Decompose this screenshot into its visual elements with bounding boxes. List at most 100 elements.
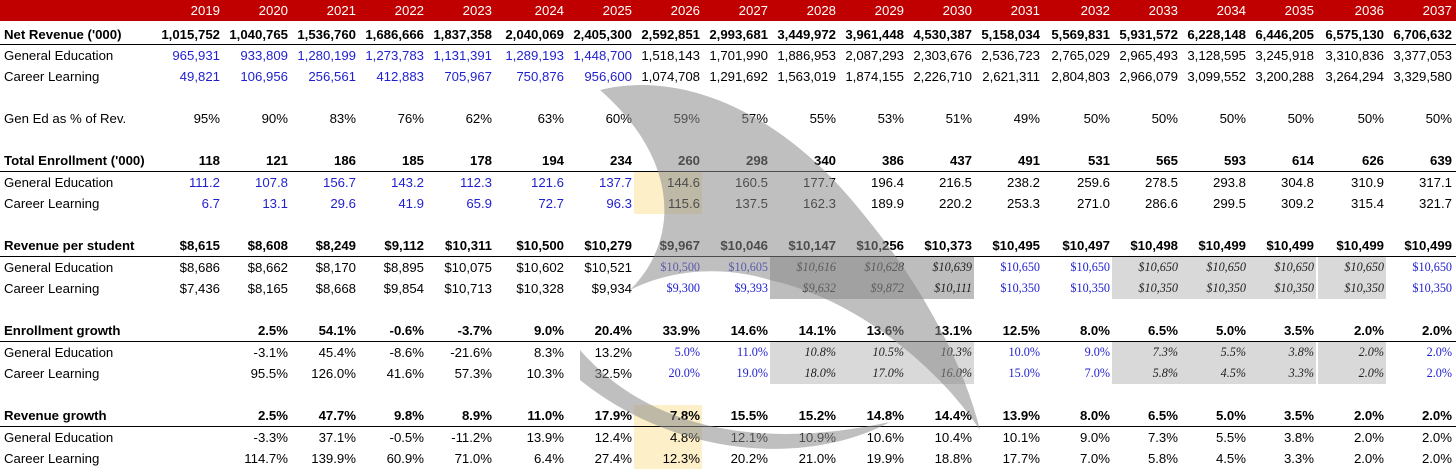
- table-cell[interactable]: 15.0%: [1008, 366, 1040, 380]
- table-cell[interactable]: [154, 448, 222, 469]
- table-cell[interactable]: 7.8%: [634, 405, 702, 426]
- table-cell[interactable]: 1,536,760: [297, 27, 356, 42]
- table-cell[interactable]: 2,226,710: [913, 69, 972, 84]
- table-cell[interactable]: 29.6: [330, 196, 356, 211]
- table-cell[interactable]: $8,170: [315, 260, 356, 275]
- table-cell[interactable]: 271.0: [1076, 196, 1110, 211]
- table-cell[interactable]: 238.2: [1006, 175, 1040, 190]
- table-cell[interactable]: $10,350: [1112, 278, 1180, 299]
- table-cell[interactable]: 59%: [673, 111, 700, 126]
- table-cell[interactable]: $10,499: [1266, 238, 1314, 253]
- table-cell[interactable]: 11.0%: [527, 408, 564, 423]
- table-cell[interactable]: -11.2%: [451, 430, 492, 445]
- table-cell[interactable]: 5,158,034: [981, 27, 1040, 42]
- table-cell[interactable]: 156.7: [322, 175, 356, 190]
- table-cell[interactable]: $10,046: [720, 238, 768, 253]
- table-cell[interactable]: 63%: [537, 111, 564, 126]
- table-cell[interactable]: 41.9: [398, 196, 424, 211]
- table-cell[interactable]: [154, 320, 222, 341]
- table-cell[interactable]: 1,040,765: [229, 27, 288, 42]
- table-cell[interactable]: 309.2: [1280, 196, 1314, 211]
- table-cell[interactable]: 10.9%: [798, 430, 836, 445]
- table-cell[interactable]: 2.0%: [1353, 430, 1384, 445]
- table-cell[interactable]: 49,821: [179, 69, 220, 84]
- table-cell[interactable]: 216.5: [938, 175, 972, 190]
- table-cell[interactable]: 51%: [945, 111, 972, 126]
- table-cell[interactable]: 965,931: [172, 48, 220, 63]
- table-cell[interactable]: 13.2%: [594, 345, 632, 360]
- table-cell[interactable]: 10.4%: [934, 430, 972, 445]
- table-cell[interactable]: 178: [469, 153, 492, 168]
- table-cell[interactable]: [154, 405, 222, 426]
- table-cell[interactable]: 2.0%: [1421, 430, 1452, 445]
- table-cell[interactable]: 7.0%: [1079, 451, 1110, 466]
- table-cell[interactable]: $10,650: [1318, 257, 1386, 278]
- table-cell[interactable]: 253.3: [1006, 196, 1040, 211]
- table-cell[interactable]: 437: [949, 153, 972, 168]
- table-cell[interactable]: -0.5%: [389, 430, 424, 445]
- table-cell[interactable]: 41.6%: [386, 366, 424, 381]
- table-cell[interactable]: 2,303,676: [913, 48, 972, 63]
- table-cell[interactable]: $8,895: [383, 260, 424, 275]
- table-cell[interactable]: 565: [1155, 153, 1178, 168]
- table-cell[interactable]: 2,765,029: [1051, 48, 1110, 63]
- table-cell[interactable]: 6.7: [201, 196, 220, 211]
- table-cell[interactable]: $8,608: [247, 238, 288, 253]
- table-cell[interactable]: 1,015,752: [161, 27, 220, 42]
- table-cell[interactable]: 5.0%: [674, 345, 700, 359]
- table-cell[interactable]: 13.1: [262, 196, 288, 211]
- table-cell[interactable]: 95%: [193, 111, 220, 126]
- table-cell[interactable]: 11.0%: [736, 345, 768, 359]
- table-cell[interactable]: 177.7: [802, 175, 836, 190]
- table-cell[interactable]: 114.7%: [244, 451, 288, 466]
- table-cell[interactable]: $10,350: [1000, 281, 1040, 295]
- table-cell[interactable]: 531: [1087, 153, 1110, 168]
- table-cell[interactable]: 2,966,079: [1119, 69, 1178, 84]
- table-cell[interactable]: $9,934: [591, 281, 632, 296]
- table-cell[interactable]: 6,575,130: [1325, 27, 1384, 42]
- table-cell[interactable]: 76%: [397, 111, 424, 126]
- table-cell[interactable]: 186: [333, 153, 356, 168]
- table-cell[interactable]: [154, 427, 222, 448]
- table-cell[interactable]: 5.5%: [1180, 342, 1248, 363]
- table-cell[interactable]: 10.0%: [1008, 345, 1040, 359]
- table-cell[interactable]: $9,872: [838, 278, 906, 299]
- table-cell[interactable]: 8.0%: [1079, 408, 1110, 423]
- table-cell[interactable]: $10,650: [1070, 260, 1110, 274]
- table-cell[interactable]: 50%: [1151, 111, 1178, 126]
- table-cell[interactable]: -8.6%: [389, 345, 424, 360]
- table-cell[interactable]: 256,561: [308, 69, 356, 84]
- table-cell[interactable]: 3,128,595: [1187, 48, 1246, 63]
- table-cell[interactable]: 126.0%: [311, 366, 356, 381]
- table-cell[interactable]: 1,273,783: [365, 48, 424, 63]
- table-cell[interactable]: $8,615: [179, 238, 220, 253]
- table-cell[interactable]: 2,804,803: [1051, 69, 1110, 84]
- table-cell[interactable]: 71.0%: [454, 451, 492, 466]
- table-cell[interactable]: 1,448,700: [573, 48, 632, 63]
- table-cell[interactable]: 3.8%: [1283, 430, 1314, 445]
- table-cell[interactable]: $10,350: [1248, 278, 1316, 299]
- table-cell[interactable]: $10,521: [584, 260, 632, 275]
- table-cell[interactable]: 1,518,143: [641, 48, 700, 63]
- table-cell[interactable]: $10,147: [788, 238, 836, 253]
- table-cell[interactable]: 2,087,293: [845, 48, 904, 63]
- table-cell[interactable]: 107.8: [254, 175, 288, 190]
- table-cell[interactable]: 2,993,681: [709, 27, 768, 42]
- table-cell[interactable]: $10,328: [516, 281, 564, 296]
- table-cell[interactable]: 1,701,990: [709, 48, 768, 63]
- table-cell[interactable]: $10,602: [516, 260, 564, 275]
- table-cell[interactable]: 65.9: [466, 196, 492, 211]
- table-cell[interactable]: 7.3%: [1147, 430, 1178, 445]
- table-cell[interactable]: 12.1%: [730, 430, 768, 445]
- table-cell[interactable]: 32.5%: [594, 366, 632, 381]
- table-cell[interactable]: 144.6: [634, 172, 702, 193]
- table-cell[interactable]: 33.9%: [662, 323, 700, 338]
- table-cell[interactable]: 3.3%: [1248, 363, 1316, 384]
- table-cell[interactable]: 259.6: [1076, 175, 1110, 190]
- table-cell[interactable]: 5,931,572: [1119, 27, 1178, 42]
- table-cell[interactable]: 2.0%: [1353, 408, 1384, 423]
- table-cell[interactable]: $10,499: [1404, 238, 1452, 253]
- table-cell[interactable]: 2.0%: [1353, 323, 1384, 338]
- table-cell[interactable]: 260: [677, 153, 700, 168]
- table-cell[interactable]: 10.8%: [770, 342, 838, 363]
